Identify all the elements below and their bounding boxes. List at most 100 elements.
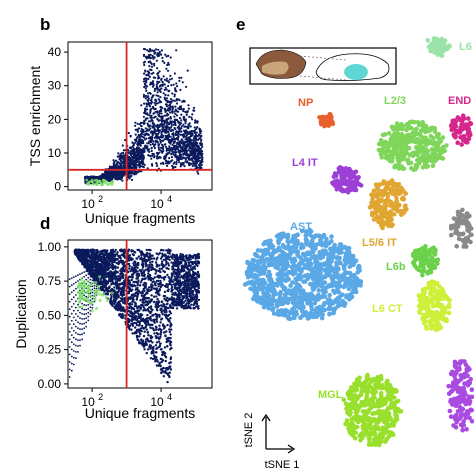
data-point — [122, 171, 125, 174]
data-point — [135, 156, 138, 159]
data-point — [194, 164, 197, 168]
data-point — [148, 48, 152, 51]
data-point — [188, 130, 191, 133]
data-point — [114, 177, 117, 181]
data-point — [149, 131, 153, 134]
data-point — [184, 148, 187, 151]
data-point — [151, 119, 154, 122]
data-point — [164, 334, 167, 338]
data-point — [162, 294, 165, 298]
data-point — [159, 335, 162, 339]
data-point — [153, 62, 156, 65]
data-point — [167, 276, 170, 279]
data-point — [194, 260, 197, 263]
panel-b-x-ticks: 10 2 10 4 — [81, 190, 172, 211]
data-point — [165, 149, 169, 152]
x-tick-label: 10 — [81, 197, 95, 211]
data-point — [173, 264, 176, 267]
data-point — [154, 272, 157, 275]
data-point — [157, 130, 160, 134]
data-point — [149, 249, 152, 252]
data-point — [173, 120, 177, 123]
data-point — [143, 277, 146, 281]
data-point — [186, 110, 189, 113]
data-point — [193, 130, 196, 133]
data-point — [144, 97, 147, 100]
data-point — [141, 264, 145, 267]
data-point — [141, 324, 144, 328]
data-point — [144, 130, 147, 133]
data-point — [174, 112, 177, 115]
data-point — [173, 99, 176, 102]
data-point — [149, 120, 152, 123]
data-point — [128, 267, 131, 270]
data-point — [155, 364, 159, 367]
data-point — [176, 138, 180, 141]
data-point — [151, 142, 154, 146]
data-point — [192, 160, 195, 163]
data-point — [152, 345, 155, 349]
data-point — [175, 114, 179, 117]
data-point — [197, 172, 200, 175]
data-point — [166, 135, 169, 138]
data-point — [145, 351, 148, 355]
panel-letter-b: b — [40, 15, 50, 34]
data-point — [193, 109, 196, 112]
data-point — [160, 49, 163, 52]
data-point — [186, 145, 189, 148]
data-point — [132, 142, 135, 145]
data-point — [121, 275, 125, 279]
data-point — [159, 321, 162, 324]
panel-b-ylabel: TSS enrichment — [27, 66, 43, 166]
data-point — [146, 49, 149, 52]
data-point — [132, 271, 135, 274]
data-point — [195, 161, 198, 164]
data-point — [145, 328, 148, 331]
data-point — [184, 149, 187, 153]
data-point — [157, 48, 160, 51]
data-point — [180, 76, 183, 79]
data-point — [140, 274, 144, 277]
data-point — [134, 280, 138, 283]
data-point — [185, 134, 188, 137]
data-point — [147, 99, 150, 102]
data-point — [143, 78, 146, 81]
data-point — [176, 134, 179, 137]
data-point — [150, 157, 153, 160]
data-point — [128, 177, 131, 180]
data-point — [137, 320, 140, 323]
data-point — [165, 103, 168, 106]
data-point — [165, 296, 169, 300]
data-point — [146, 307, 149, 311]
data-point — [163, 83, 166, 86]
data-point — [169, 111, 172, 114]
panel-letter-d: d — [40, 214, 50, 233]
data-point — [152, 152, 155, 156]
data-point — [197, 133, 201, 136]
data-point — [184, 131, 187, 134]
data-point — [130, 307, 133, 311]
data-point — [189, 125, 192, 128]
data-point — [165, 366, 169, 370]
data-point — [177, 135, 180, 138]
data-point — [174, 165, 177, 169]
data-point — [154, 143, 157, 146]
data-point — [152, 145, 156, 148]
data-point — [157, 98, 160, 101]
data-point — [147, 97, 150, 100]
data-point — [168, 375, 171, 379]
data-point — [165, 77, 168, 80]
data-point — [120, 287, 123, 291]
data-point — [195, 131, 198, 134]
data-point — [150, 114, 153, 117]
data-point — [143, 145, 147, 148]
data-point — [146, 122, 149, 125]
data-point — [166, 112, 169, 115]
data-point — [190, 129, 193, 133]
data-point — [143, 82, 146, 86]
data-point — [171, 167, 175, 170]
data-point — [135, 137, 138, 140]
data-point — [157, 301, 161, 304]
data-point — [168, 145, 171, 148]
data-point — [158, 264, 161, 267]
